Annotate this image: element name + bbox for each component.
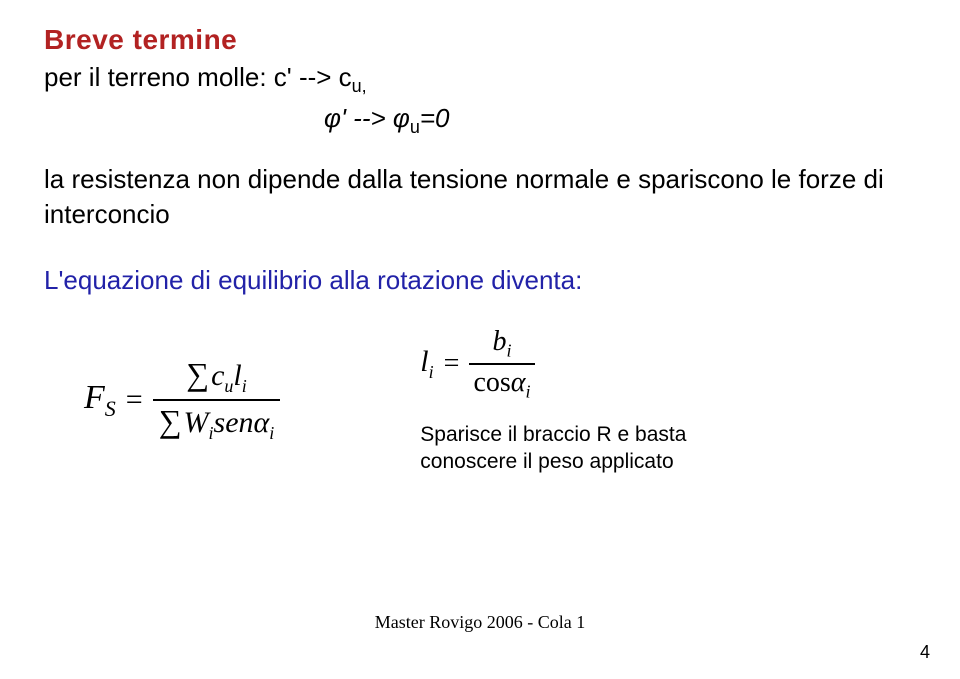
- fraction-bar-2: [469, 363, 534, 365]
- slide-page: Breve termine per il terreno molle: c' -…: [0, 0, 960, 679]
- equals-sign-2: =: [444, 348, 460, 380]
- line1-sub: u,: [352, 76, 367, 96]
- equation-row: FS = ∑culi ∑Wisenαi li =: [44, 326, 916, 476]
- denominator-2: cosαi: [469, 367, 534, 403]
- page-number: 4: [920, 642, 930, 663]
- sen: sen: [214, 406, 254, 439]
- equation-li: li = bi cosαi: [420, 326, 686, 403]
- l-num: l: [233, 359, 241, 392]
- paragraph-resistance: la resistenza non dipende dalla tensione…: [44, 162, 916, 232]
- sub-i-b: i: [506, 340, 511, 360]
- line-phi: φ' --> φu=0: [324, 103, 916, 138]
- alpha-1: α: [254, 406, 270, 439]
- symbol-l: li: [420, 345, 433, 383]
- phi-mid: ' -->: [341, 103, 393, 133]
- right-column: li = bi cosαi Sparisce il braccio R e ba…: [420, 326, 686, 476]
- fraction-bar-1: [153, 399, 281, 401]
- sub-i-num: i: [242, 376, 247, 396]
- fraction-1: ∑culi ∑Wisenαi: [153, 356, 281, 444]
- cos: cos: [473, 367, 510, 398]
- phi-symbol-2: φ: [393, 103, 410, 133]
- equation-intro: L'equazione di equilibrio alla rotazione…: [44, 265, 916, 296]
- alpha-2: α: [511, 367, 526, 398]
- c: c: [211, 359, 224, 392]
- note-line-2: conoscere il peso applicato: [420, 448, 686, 475]
- W: W: [184, 406, 209, 439]
- numerator-2: bi: [488, 326, 515, 362]
- fraction-2: bi cosαi: [469, 326, 534, 403]
- sub-i-alpha2: i: [525, 382, 530, 402]
- phi-sub-u: u: [410, 117, 420, 137]
- sigma-1: ∑: [186, 356, 209, 392]
- sub-i-l: i: [429, 362, 434, 382]
- note-line-1: Sparisce il braccio R e basta: [420, 421, 686, 448]
- numerator-1: ∑culi: [180, 356, 253, 397]
- footer: Master Rovigo 2006 - Cola 1: [0, 612, 960, 633]
- heading: Breve termine: [44, 24, 916, 56]
- line-soft-ground: per il terreno molle: c' --> cu,: [44, 62, 916, 97]
- note-text: Sparisce il braccio R e basta conoscere …: [420, 421, 686, 476]
- sigma-2: ∑: [159, 403, 182, 439]
- symbol-F: FS: [84, 379, 116, 422]
- b: b: [492, 326, 506, 357]
- denominator-1: ∑Wisenαi: [153, 403, 281, 444]
- equals-sign-1: =: [126, 383, 143, 417]
- sub-S: S: [105, 396, 116, 421]
- letter-F: F: [84, 379, 105, 416]
- equation-fs: FS = ∑culi ∑Wisenαi: [84, 356, 280, 444]
- letter-l: l: [420, 345, 428, 378]
- phi-tail: =0: [420, 103, 450, 133]
- sub-i-alpha1: i: [269, 423, 274, 443]
- line1-text: per il terreno molle: c' --> c: [44, 62, 352, 92]
- phi-symbol-1: φ: [324, 103, 341, 133]
